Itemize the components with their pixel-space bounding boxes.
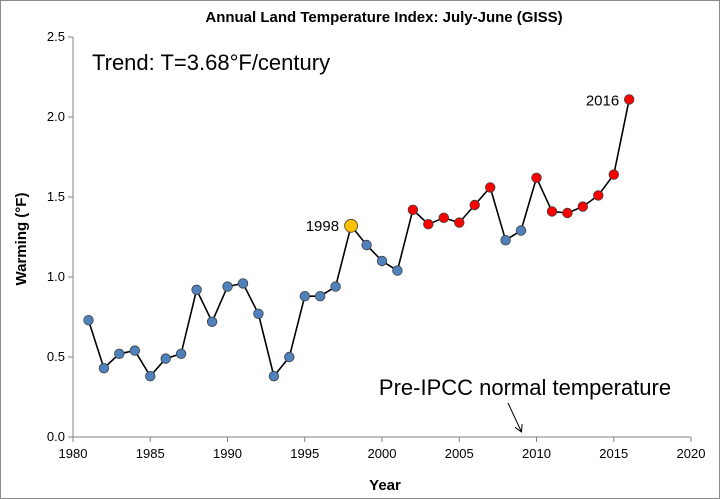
x-tick-label: 2005 (445, 446, 474, 461)
data-point-1987 (175, 348, 187, 360)
x-tick-label: 1980 (59, 446, 88, 461)
y-tick-label: 2.5 (47, 29, 65, 44)
data-point-2006 (469, 199, 480, 211)
data-point-2004 (438, 212, 450, 224)
data-point-1990 (222, 281, 233, 292)
data-point-2003 (423, 218, 434, 230)
x-tick-label: 2010 (522, 446, 551, 461)
x-tick-label: 2000 (368, 446, 397, 461)
x-tick-label: 1990 (213, 446, 242, 461)
x-tick-label: 2015 (599, 446, 628, 461)
x-axis-label: Year (369, 477, 401, 494)
trend-annotation: Trend: T=3.68°F/century (92, 50, 330, 75)
data-point-2000 (376, 255, 388, 267)
y-tick-label: 0.5 (47, 349, 65, 364)
data-point-1995 (299, 291, 311, 302)
axes: 0.0 0.5 1.0 1.5 2.0 2.5 1980 1985 1990 1995 2000 20… (47, 29, 706, 461)
data-point-2014 (593, 190, 604, 201)
data-points-group (83, 94, 635, 382)
data-point-1998 (344, 218, 359, 233)
x-tick-label: 2020 (677, 446, 706, 461)
y-tick-label: 0.0 (47, 429, 65, 444)
data-point-2007 (485, 182, 496, 193)
data-point-2012 (562, 207, 573, 219)
data-point-2001 (392, 265, 403, 276)
data-point-2013 (577, 201, 589, 212)
annotations-group: 1998 2016 Pre-IPCC normal temperature (306, 92, 671, 431)
y-tick-label: 1.0 (47, 269, 65, 284)
pre-ipcc-arrow (507, 402, 521, 431)
data-point-2011 (546, 206, 558, 217)
data-point-2015 (608, 169, 620, 180)
data-point-1997 (330, 281, 341, 292)
data-point-1983 (114, 348, 125, 360)
data-point-2009 (515, 225, 527, 236)
y-axis-label: Warming (°F) (13, 193, 30, 286)
data-point-1994 (284, 351, 295, 363)
data-point-1993 (268, 371, 280, 382)
pre-ipcc-annotation: Pre-IPCC normal temperature (379, 375, 671, 400)
data-point-1982 (98, 363, 110, 374)
data-point-1991 (237, 278, 249, 289)
data-point-1984 (129, 345, 141, 356)
x-tick-label: 1985 (136, 446, 165, 461)
data-point-2010 (531, 172, 542, 184)
x-tick-label: 1995 (290, 446, 319, 461)
label-1998: 1998 (306, 218, 339, 235)
chart-title: Annual Land Temperature Index: July-June… (205, 9, 562, 26)
y-tick-label: 1.5 (47, 189, 65, 204)
data-point-1989 (206, 316, 218, 328)
data-point-1985 (145, 371, 156, 382)
data-point-2008 (500, 234, 511, 246)
data-line-group (87, 99, 630, 378)
data-point-1996 (315, 291, 326, 302)
data-point-1986 (160, 353, 171, 364)
data-point-1988 (191, 284, 202, 296)
data-point-2005 (454, 217, 465, 228)
data-point-2002 (407, 204, 419, 216)
data-point-1999 (361, 239, 372, 251)
series-line (87, 99, 630, 378)
data-point-1981 (83, 315, 94, 326)
data-point-2016 (624, 94, 635, 105)
data-point-1992 (253, 308, 264, 320)
label-2016: 2016 (586, 92, 619, 109)
y-tick-label: 2.0 (47, 109, 65, 124)
